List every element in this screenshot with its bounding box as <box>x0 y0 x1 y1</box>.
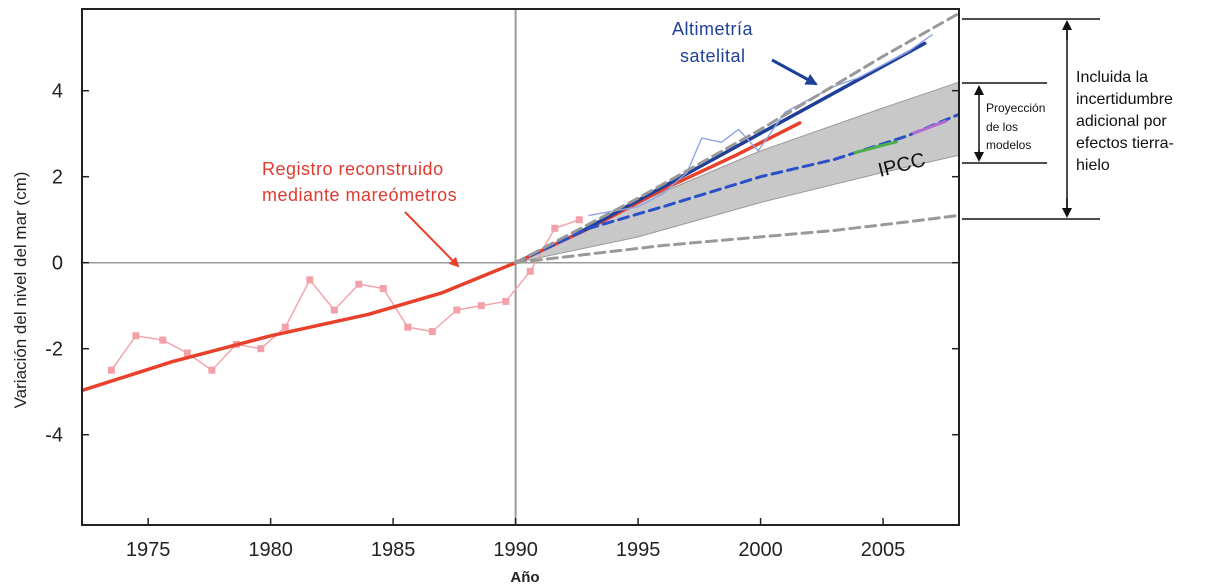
series-line-4 <box>514 112 959 265</box>
x-tick-label-6: 2005 <box>861 539 906 561</box>
annotation-uncertainty-line1: Incluida la <box>1076 69 1148 86</box>
uncertainty-bracket <box>962 18 1100 220</box>
series-point-0-6 <box>257 345 265 353</box>
series-point-0-12 <box>404 323 412 331</box>
series-point-0-11 <box>379 285 387 292</box>
annotation-uncertainty-line5: hielo <box>1076 157 1110 174</box>
annotation-satellite-arrow <box>771 58 818 86</box>
y-axis-label: Variación del nivel del mar (cm) <box>11 172 30 409</box>
annotation-models-line3: modelos <box>986 138 1031 152</box>
x-tick-label-5: 2000 <box>738 539 783 561</box>
series-point-0-8 <box>306 276 314 284</box>
x-tick-label-3: 1990 <box>493 539 538 561</box>
series-point-0-13 <box>428 328 436 335</box>
series-point-0-10 <box>355 280 363 288</box>
series-point-0-0 <box>107 366 115 374</box>
annotation-tide-gauge-line1: Registro reconstruido <box>262 159 444 179</box>
series-line-1 <box>82 121 802 393</box>
annotation-tide-gauge-arrow <box>404 211 460 268</box>
series-point-0-7 <box>281 323 289 331</box>
series-line-6 <box>514 213 959 265</box>
annotation-uncertainty-line4: efectos tierra- <box>1076 135 1174 152</box>
series-layer <box>82 11 959 393</box>
series-line-0 <box>110 218 580 371</box>
series-point-0-19 <box>575 216 583 224</box>
reference-lines <box>82 9 959 525</box>
series-line-2 <box>577 41 927 235</box>
annotation-uncertainty-line3: adicional por <box>1076 113 1167 130</box>
series-point-0-16 <box>502 297 510 305</box>
x-tick-label-2: 1985 <box>371 539 416 561</box>
annotation-satellite-line1: Altimetría <box>672 19 754 39</box>
x-axis-label: Año <box>510 569 539 586</box>
y-tick-label-2: 0 <box>52 253 63 275</box>
series-point-0-15 <box>477 302 485 310</box>
ipcc-accent-purple <box>911 119 948 136</box>
series-point-0-2 <box>159 336 167 344</box>
series-line-5 <box>514 11 959 265</box>
x-tick-label-4: 1995 <box>616 539 661 561</box>
x-axis-ticks: 1975 1980 1985 1990 1995 2000 2005 <box>126 518 905 561</box>
annotation-uncertainty-line2: incertidumbre <box>1076 91 1173 108</box>
y-tick-label-4: -4 <box>45 425 63 447</box>
y-tick-label-3: -2 <box>45 339 63 361</box>
models-bracket <box>962 82 1047 164</box>
y-axis-ticks: 4 2 0 -2 -4 <box>45 81 959 447</box>
series-point-0-9 <box>330 306 338 314</box>
series-point-0-17 <box>526 267 534 275</box>
annotation-models-line2: de los <box>986 120 1018 134</box>
x-tick-label-0: 1975 <box>126 539 171 561</box>
series-point-0-3 <box>183 349 191 357</box>
series-point-0-18 <box>551 224 559 232</box>
y-tick-label-1: 2 <box>52 167 63 189</box>
annotation-tide-gauge-line2: mediante mareómetros <box>262 185 457 205</box>
annotation-satellite-line2: satelital <box>680 46 746 66</box>
annotation-models-line1: Proyección <box>986 101 1045 115</box>
series-point-0-1 <box>132 332 140 340</box>
y-tick-label-0: 4 <box>52 81 63 103</box>
series-point-0-14 <box>453 306 461 314</box>
series-point-0-4 <box>208 366 216 374</box>
series-line-3 <box>588 34 933 217</box>
ipcc-accent-green <box>853 139 899 155</box>
x-tick-label-1: 1980 <box>248 539 293 561</box>
plot-frame <box>81 8 960 526</box>
